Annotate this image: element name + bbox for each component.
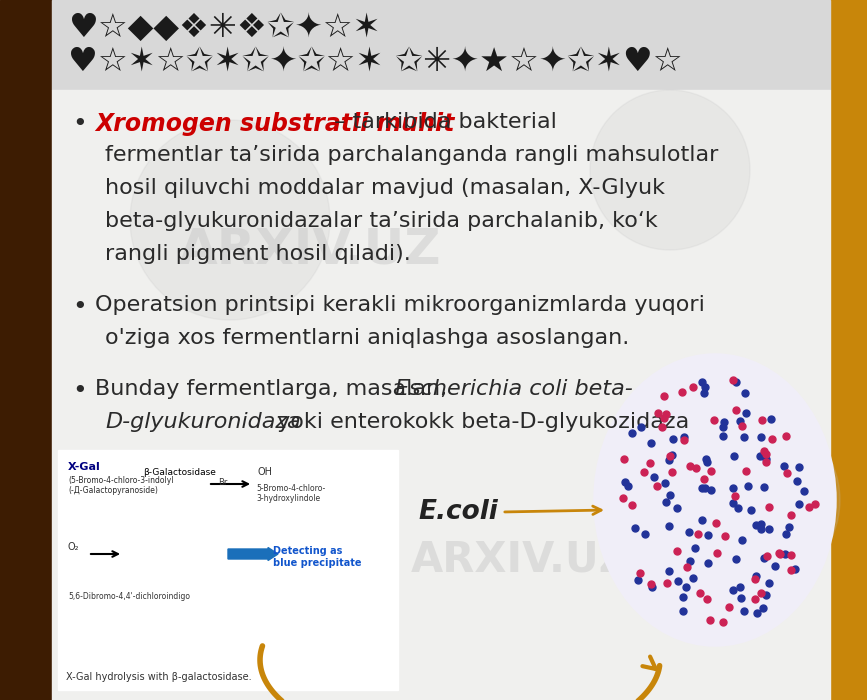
Text: •: • bbox=[72, 112, 87, 136]
Text: fermentlar ta’sirida parchalanganda rangli mahsulotlar: fermentlar ta’sirida parchalanganda rang… bbox=[105, 145, 719, 165]
Text: β-Galactosidase: β-Galactosidase bbox=[143, 468, 216, 477]
Text: Escherichia coli beta-: Escherichia coli beta- bbox=[395, 379, 633, 399]
Bar bbox=[58, 450, 398, 690]
Text: •: • bbox=[72, 295, 87, 319]
Text: yoki enterokokk beta-D-glyukozidaza: yoki enterokokk beta-D-glyukozidaza bbox=[270, 412, 689, 432]
Text: O₂: O₂ bbox=[68, 542, 80, 552]
Text: Operatsion printsipi kerakli mikroorganizmlarda yuqori: Operatsion printsipi kerakli mikroorgani… bbox=[95, 295, 705, 315]
Text: hosil qiluvchi moddalar mavjud (masalan, X-Glyuk: hosil qiluvchi moddalar mavjud (masalan,… bbox=[105, 178, 665, 198]
Text: •: • bbox=[72, 379, 87, 403]
Text: o'ziga xos fermentlarni aniqlashga asoslangan.: o'ziga xos fermentlarni aniqlashga asosl… bbox=[105, 328, 629, 348]
Circle shape bbox=[590, 90, 750, 250]
Text: ♥☆✶☆✩✶✩✦✩☆✶ ✩✳✦★☆✦✩✶♥☆: ♥☆✶☆✩✶✩✦✩☆✶ ✩✳✦★☆✦✩✶♥☆ bbox=[68, 46, 682, 78]
FancyArrow shape bbox=[228, 547, 278, 561]
Text: Detecting as: Detecting as bbox=[273, 546, 342, 556]
Text: blue precipitate: blue precipitate bbox=[273, 558, 362, 568]
Text: ARXIV.UZ: ARXIV.UZ bbox=[179, 226, 441, 274]
Text: 5,6-Dibromo-4,4'-dichloroindigo: 5,6-Dibromo-4,4'-dichloroindigo bbox=[68, 592, 190, 601]
Text: beta-glyukuronidazalar ta’sirida parchalanib, ko‘k: beta-glyukuronidazalar ta’sirida parchal… bbox=[105, 211, 658, 231]
Bar bbox=[0, 0, 52, 700]
Text: – tarkibida bakterial: – tarkibida bakterial bbox=[327, 112, 557, 132]
Text: X-Gal: X-Gal bbox=[68, 462, 101, 472]
Circle shape bbox=[660, 410, 840, 590]
Bar bbox=[52, 0, 830, 90]
Text: ARXIV.UZ: ARXIV.UZ bbox=[410, 539, 629, 581]
Bar bbox=[52, 90, 830, 700]
Text: X-Gal hydrolysis with β-galactosidase.: X-Gal hydrolysis with β-galactosidase. bbox=[66, 672, 251, 682]
Text: 3-hydroxylindole: 3-hydroxylindole bbox=[256, 494, 320, 503]
Ellipse shape bbox=[595, 355, 835, 645]
Text: (5-Bromo-4-chloro-3-indolyl: (5-Bromo-4-chloro-3-indolyl bbox=[68, 476, 173, 485]
Text: D-glyukuronidaza: D-glyukuronidaza bbox=[105, 412, 301, 432]
Text: E.coli: E.coli bbox=[418, 499, 498, 525]
Bar bbox=[830, 0, 867, 700]
Text: (-Д-Galactopyranoside): (-Д-Galactopyranoside) bbox=[68, 486, 158, 495]
Text: Bunday fermentlarga, masalan,: Bunday fermentlarga, masalan, bbox=[95, 379, 454, 399]
Circle shape bbox=[130, 120, 330, 320]
Text: rangli pigment hosil qiladi).: rangli pigment hosil qiladi). bbox=[105, 244, 411, 264]
Text: Br: Br bbox=[218, 478, 227, 487]
Text: ♥☆◆◆❖✳❖✩✦☆✶: ♥☆◆◆❖✳❖✩✦☆✶ bbox=[68, 11, 381, 45]
Text: Xromogen substratli muhit: Xromogen substratli muhit bbox=[95, 112, 454, 136]
Text: OH: OH bbox=[258, 467, 273, 477]
Text: 5-Bromo-4-chloro-: 5-Bromo-4-chloro- bbox=[256, 484, 325, 493]
